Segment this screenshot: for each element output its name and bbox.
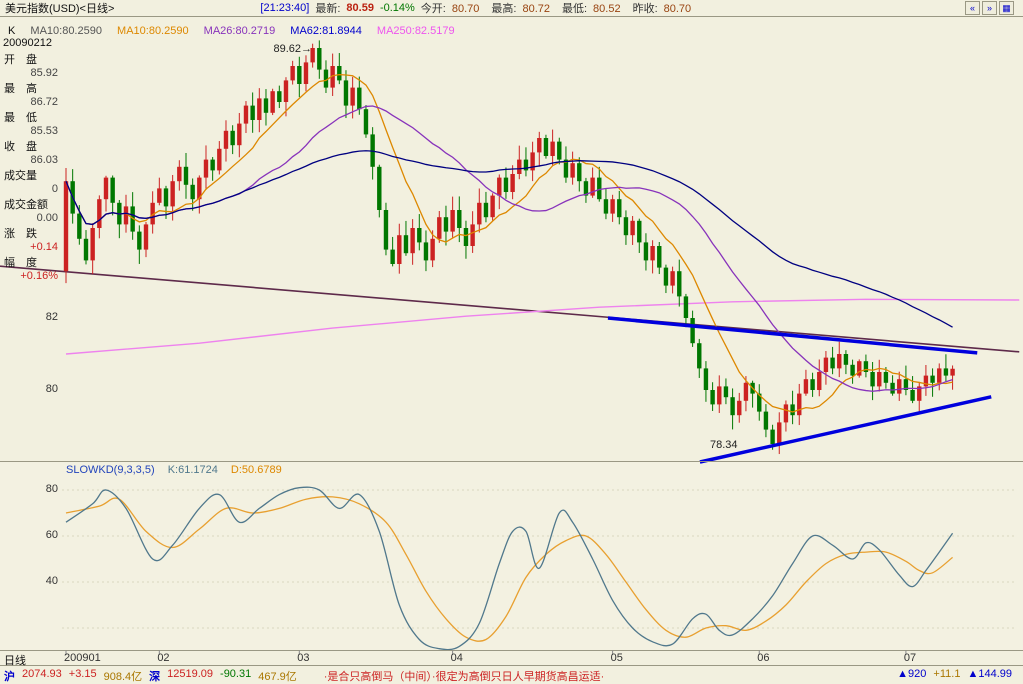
x-axis-tick: 03 [297, 652, 310, 664]
index1-change: +3.15 [68, 668, 97, 680]
index2-change: -90.31 [220, 668, 252, 680]
grid-layout-button[interactable]: ▦ [999, 1, 1014, 15]
low-row: 最 低 85.53 [4, 112, 58, 137]
titlebar-buttons: « » ▦ [965, 1, 1014, 15]
x-axis: 200901 02 03 04 05 06 07 [0, 652, 1023, 665]
index2-badge: 深 [149, 671, 161, 683]
today-low: 最低: 80.52 [561, 3, 621, 15]
x-axis-tick: 200901 [64, 652, 101, 664]
symbol-title: 美元指数(USD)<日线> [5, 3, 115, 15]
slowkd-name: SLOWKD(9,3,3,5) [66, 464, 155, 476]
x-axis-tick: 04 [450, 652, 463, 664]
quote-time: [21:23:40] [260, 2, 310, 14]
x-axis-tick: 02 [157, 652, 170, 664]
ma26-label: MA26:80.2719 [203, 25, 276, 37]
high-row: 最 高 86.72 [4, 83, 58, 108]
x-axis-tick: 06 [757, 652, 770, 664]
last-price-label: 最新: [315, 3, 341, 15]
ma10-label-a: MA10:80.2590 [30, 25, 102, 37]
turnover-row: 成交金额 0.00 [4, 199, 58, 224]
close-row: 收 盘 86.03 [4, 141, 58, 166]
change-row: 涨 跌 +0.14 [4, 228, 58, 253]
quote-date: 20090212 [3, 37, 52, 49]
kd-tick-80: 80 [45, 483, 58, 495]
ma10-label-b: MA10:80.2590 [117, 25, 189, 37]
change-pct-row: 幅 度 +0.16% [4, 257, 58, 282]
today-open: 今开: 80.70 [420, 3, 480, 15]
open-row: 开 盘 85.92 [4, 54, 58, 79]
ma62-label: MA62:81.8944 [290, 25, 362, 37]
price-tick-82: 82 [45, 311, 58, 323]
prev-page-button[interactable]: « [965, 1, 980, 15]
title-bar: 美元指数(USD)<日线> [21:23:40] 最新: 80.59 -0.14… [0, 0, 1023, 17]
low-price-annotation: 78.34 [710, 439, 738, 451]
volume-row: 成交量 0 [4, 170, 58, 195]
index1-value: 2074.93 [22, 668, 62, 680]
kd-tick-40: 40 [45, 575, 58, 587]
ma-indicator-bar: K MA10:80.2590 MA10:80.2590 MA26:80.2719… [8, 25, 467, 37]
change-percent: -0.14% [379, 2, 415, 14]
today-high: 最高: 80.72 [491, 3, 550, 15]
next-page-button[interactable]: » [982, 1, 997, 15]
bottom-ticker-bar: 沪 2074.93 +3.15 908.4亿 深 12519.09 -90.31… [0, 668, 1023, 683]
period-label[interactable]: 日线 [4, 655, 26, 667]
kd-tick-60: 60 [45, 529, 58, 541]
ticker-right-1: ▲920 [897, 668, 927, 680]
index1-badge: 沪 [4, 671, 15, 683]
x-axis-tick: 05 [610, 652, 623, 664]
news-ticker: ·是合只高倒马（中间）·很定为高倒只日人早期货高昌运适· [323, 671, 605, 683]
index1-amount: 908.4亿 [103, 671, 143, 683]
slowkd-d-value: D:50.6789 [230, 464, 282, 476]
ticker-right-2: +11.1 [933, 668, 961, 680]
slowkd-header: SLOWKD(9,3,3,5) K:61.1724 D:50.6789 [66, 464, 292, 476]
x-axis-tick: 07 [903, 652, 917, 664]
slowkd-k-value: K:61.1724 [167, 464, 218, 476]
ma250-label: MA250:82.5179 [376, 25, 455, 37]
price-tick-80: 80 [45, 383, 58, 395]
index2-value: 12519.09 [167, 668, 214, 680]
prev-close: 昨收: 80.70 [632, 3, 692, 15]
high-price-annotation: 89.62→ [273, 43, 312, 55]
last-price-value: 80.59 [346, 2, 374, 14]
kline-label: K [8, 25, 16, 37]
index2-amount: 467.9亿 [258, 671, 297, 683]
ticker-right-3: ▲144.99 [967, 668, 1012, 680]
